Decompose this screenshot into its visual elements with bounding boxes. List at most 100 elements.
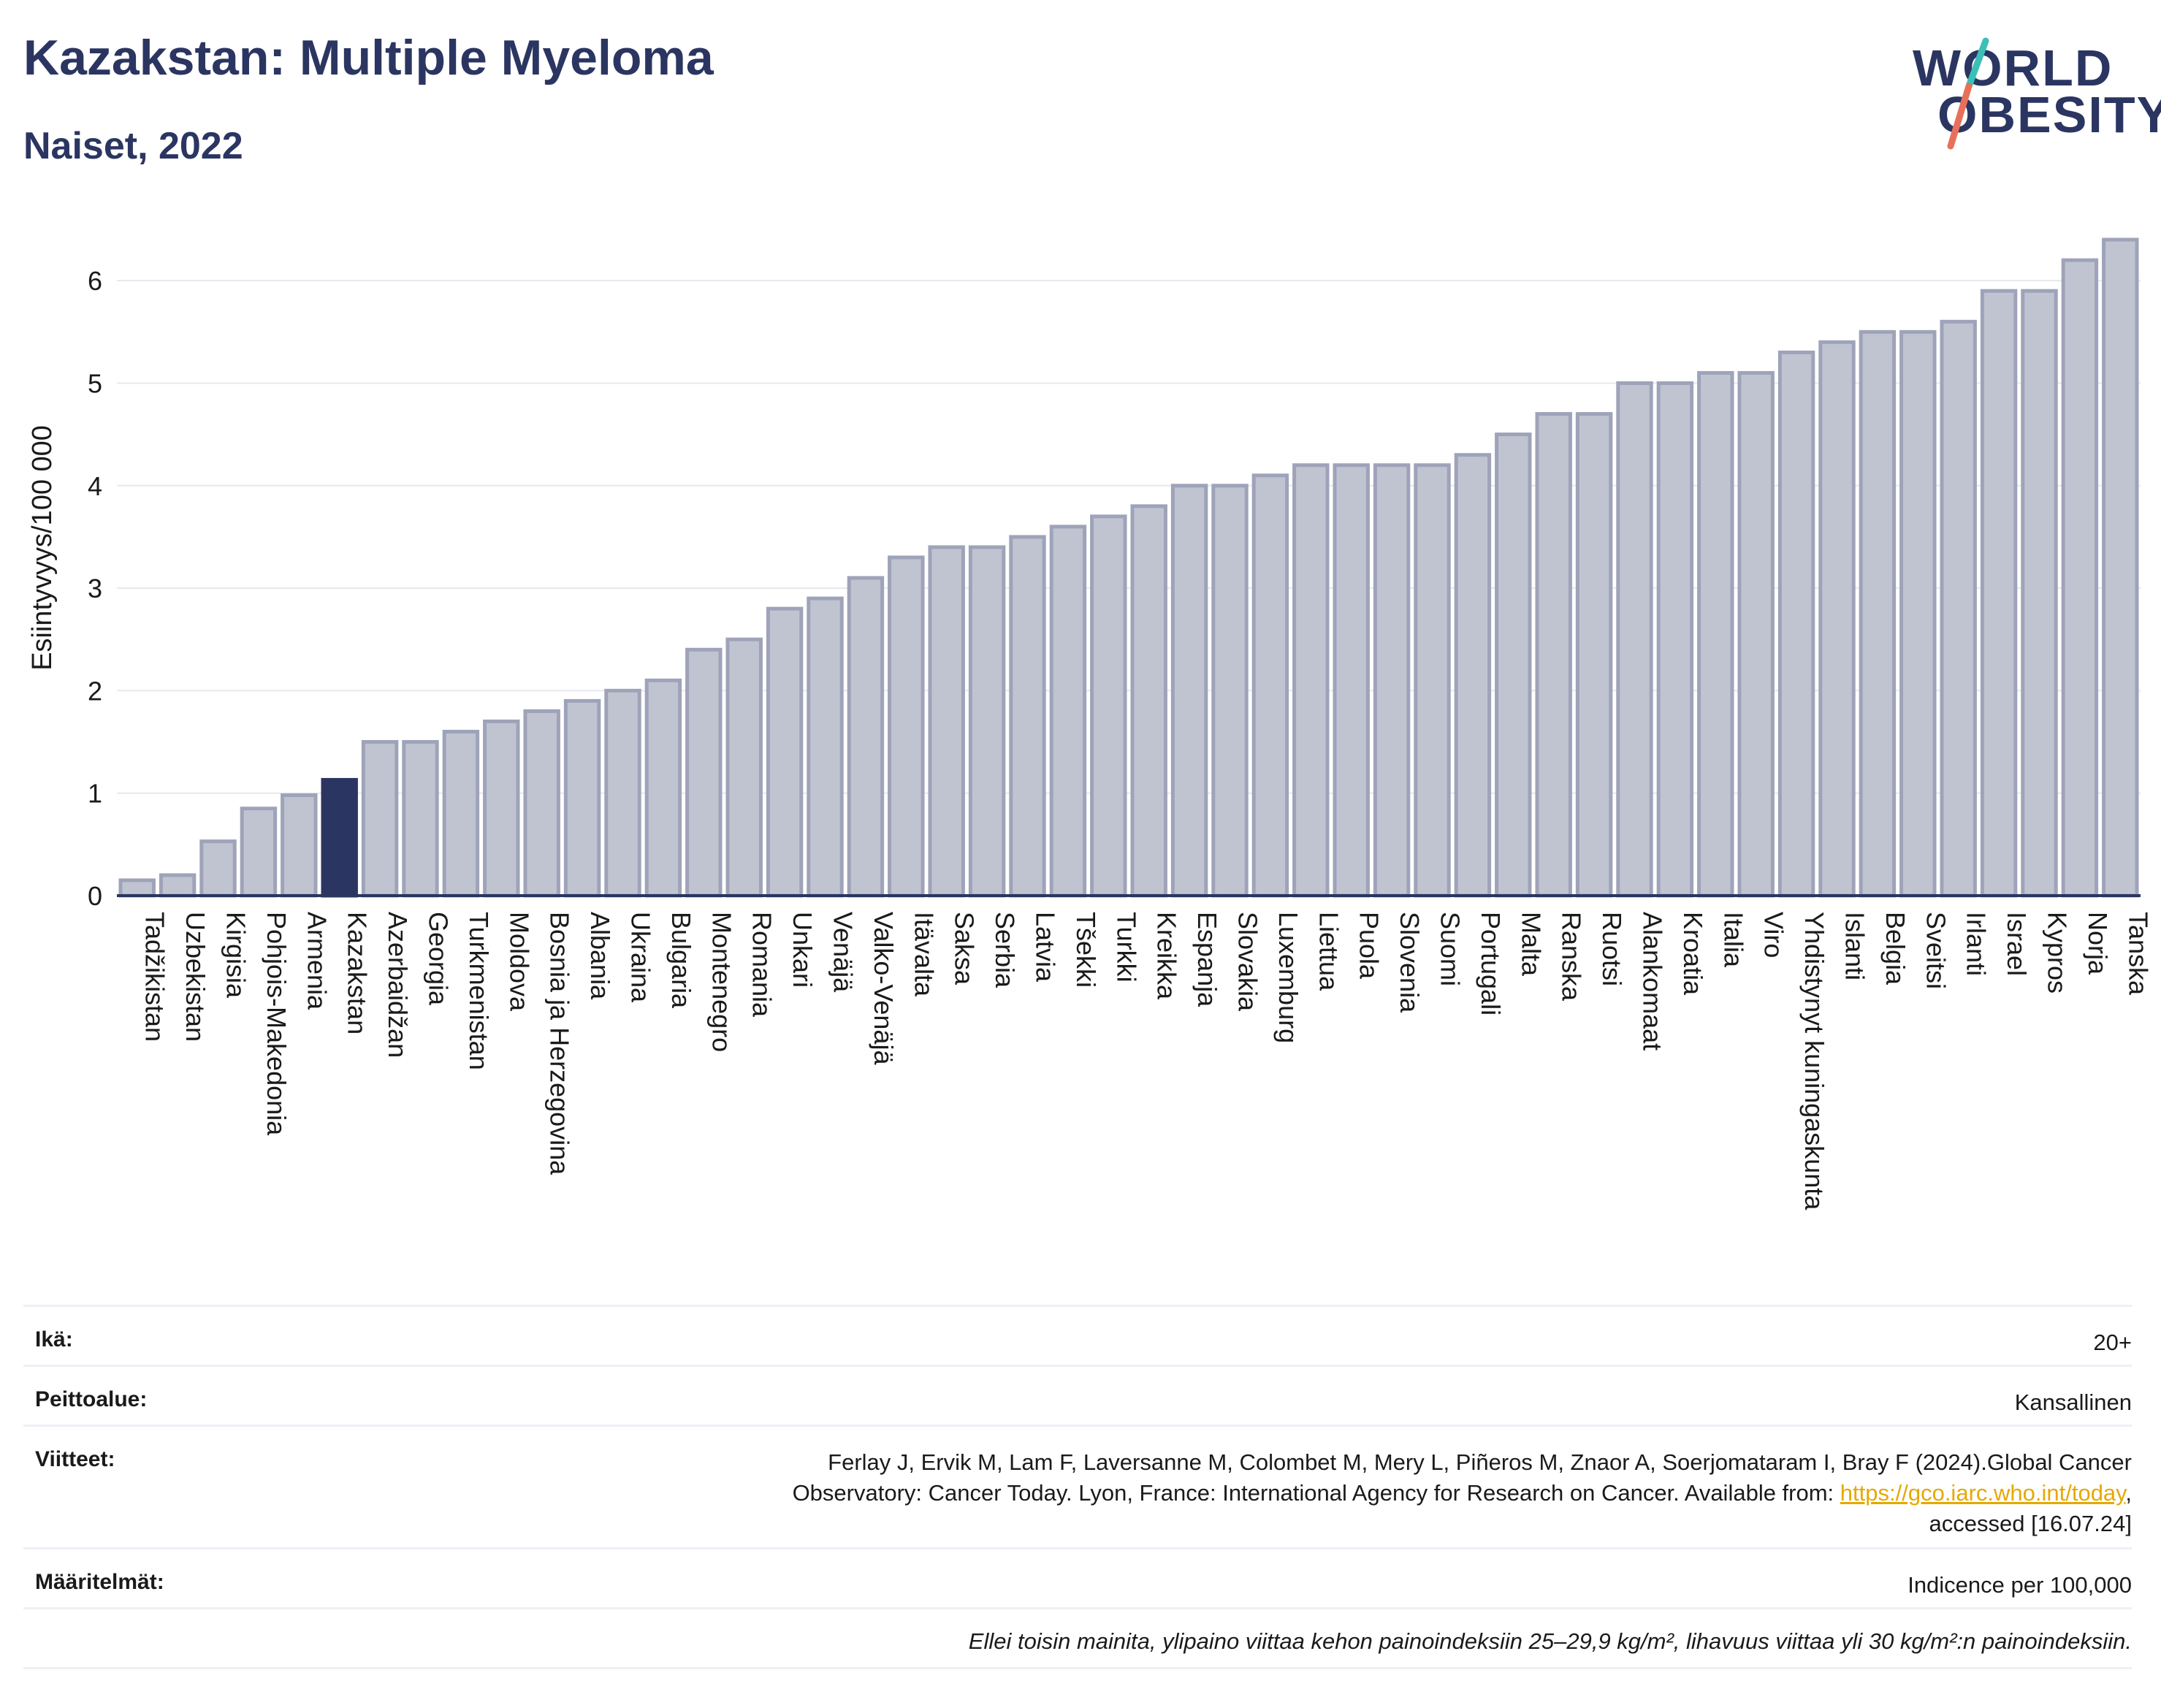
x-tick-label: Bosnia ja Herzegovina <box>545 912 575 1175</box>
info-row-definitions: Määritelmät: Indicence per 100,000 <box>23 1547 2132 1607</box>
y-tick-label: 3 <box>88 573 102 603</box>
x-tick-label: Suomi <box>1436 912 1466 986</box>
bar <box>847 576 885 898</box>
y-tick-label: 4 <box>88 471 102 501</box>
bar <box>1980 289 2018 898</box>
bar-chart: 0 1 2 3 4 5 6 Tadžikistan Uzbekistan Kirgisia Poh… <box>27 237 2154 1211</box>
x-tick-label: Kazakstan <box>343 912 373 1034</box>
bar <box>2102 237 2139 898</box>
x-tick-label: Venäjä <box>828 912 858 993</box>
y-tick-label: 2 <box>88 676 102 706</box>
world-obesity-logo: WORLD OBESITY <box>1899 35 2161 152</box>
bar <box>1009 535 1046 898</box>
bar <box>928 545 965 898</box>
x-tick-label: Uzbekistan <box>180 912 210 1042</box>
x-tick-label: Malta <box>1516 912 1546 977</box>
x-tick-label: Valko-Venäjä <box>869 912 899 1065</box>
x-tick-label: Tadžikistan <box>140 912 170 1042</box>
logo-line-2: OBESITY <box>1937 86 2161 143</box>
bar <box>2061 258 2099 898</box>
coverage-label: Peittoalue: <box>35 1387 148 1411</box>
bar <box>1616 381 1653 898</box>
info-row-references: Viitteet: Ferlay J, Ervik M, Lam F, Lave… <box>23 1425 2132 1547</box>
info-row-coverage: Peittoalue: Kansallinen <box>23 1365 2132 1425</box>
info-row-footnote: Ellei toisin mainita, ylipaino viittaa k… <box>23 1607 2132 1667</box>
bar <box>563 698 601 898</box>
x-tick-label: Tanska <box>2123 912 2153 996</box>
references-value: Ferlay J, Ervik M, Lam F, Laversanne M, … <box>793 1447 2132 1539</box>
y-tick-label: 1 <box>88 779 102 809</box>
x-tick-label: Yhdistynyt kuningaskunta <box>1799 912 1829 1211</box>
x-tick-label: Kypros <box>2043 912 2073 994</box>
bar <box>1170 484 1208 898</box>
x-tick-label: Alankomaat <box>1638 912 1668 1051</box>
y-tick-label: 6 <box>88 266 102 296</box>
references-line-2-text: Observatory: Cancer Today. Lyon, France:… <box>792 1480 1840 1506</box>
x-tick-label: Itävalta <box>909 912 939 997</box>
bar <box>807 596 844 898</box>
logo-slash-icon <box>1947 37 1989 150</box>
logo-line-1: WORLD <box>1913 39 2114 96</box>
bar <box>725 637 763 898</box>
x-tick-label: Serbia <box>990 912 1020 988</box>
y-tick-label: 5 <box>88 368 102 398</box>
x-tick-label: Albania <box>585 912 615 1000</box>
footnote: Ellei toisin mainita, ylipaino viittaa k… <box>968 1628 2132 1654</box>
x-axis-ticks: Tadžikistan Uzbekistan Kirgisia Pohjois-Mak… <box>140 912 2154 1211</box>
x-tick-label: Azerbaidžan <box>383 912 413 1058</box>
bar <box>1454 453 1492 898</box>
bar <box>1251 473 1289 898</box>
y-tick-label: 0 <box>88 881 102 911</box>
info-table: Ikä: 20+ Peittoalue: Kansallinen Viittee… <box>23 1305 2132 1669</box>
x-tick-label: Espanja <box>1192 912 1222 1007</box>
bar-highlighted <box>321 777 358 898</box>
x-tick-label: Bulgaria <box>666 912 696 1009</box>
bar <box>361 740 399 898</box>
x-tick-label: Ukraina <box>626 912 656 1003</box>
x-tick-label: Pohjois-Makedonia <box>262 912 291 1136</box>
bar <box>1656 381 1694 898</box>
x-tick-label: Italia <box>1718 912 1748 968</box>
x-tick-label: Tšekki <box>1071 912 1101 988</box>
bar <box>1737 370 1775 898</box>
bar <box>2021 289 2058 898</box>
x-tick-label: Georgia <box>424 912 454 1006</box>
bar <box>159 873 197 898</box>
x-tick-label: Sveitsi <box>1921 912 1951 989</box>
y-axis-ticks: 0 1 2 3 4 5 6 <box>88 266 102 911</box>
bar <box>118 878 156 898</box>
x-tick-label: Turkmenistan <box>464 912 494 1070</box>
bar <box>402 740 439 898</box>
bar <box>1495 432 1532 898</box>
x-tick-label: Puola <box>1354 912 1384 980</box>
bar <box>604 688 641 898</box>
x-tick-label: Slovakia <box>1233 912 1263 1012</box>
x-tick-label: Islanti <box>1840 912 1870 980</box>
bar <box>1697 370 1734 898</box>
x-tick-label: Liettua <box>1314 912 1344 991</box>
bar <box>281 793 318 898</box>
x-tick-label: Viro <box>1759 912 1789 958</box>
bar <box>523 709 560 898</box>
bar <box>1899 329 1937 898</box>
bar <box>1090 514 1127 898</box>
bar <box>1049 525 1087 898</box>
bars <box>117 237 2141 898</box>
references-link[interactable]: https://gco.iarc.who.int/today <box>1840 1480 2126 1506</box>
x-tick-label: Slovenia <box>1395 912 1425 1013</box>
definitions-label: Määritelmät: <box>35 1570 164 1594</box>
coverage-value: Kansallinen <box>2014 1389 2132 1415</box>
bar <box>685 647 723 898</box>
x-tick-label: Portugali <box>1476 912 1506 1015</box>
x-tick-label: Turkki <box>1111 912 1141 983</box>
bar <box>240 807 278 898</box>
x-tick-label: Montenegro <box>706 912 736 1052</box>
x-tick-label: Belgia <box>1880 912 1910 985</box>
bar <box>1130 504 1167 898</box>
bar <box>1292 463 1330 898</box>
bar <box>1535 412 1572 898</box>
x-tick-label: Luxemburg <box>1273 912 1303 1043</box>
x-tick-label: Ranska <box>1557 912 1587 1002</box>
bar <box>968 545 1006 898</box>
table-bottom-border <box>23 1667 2132 1669</box>
